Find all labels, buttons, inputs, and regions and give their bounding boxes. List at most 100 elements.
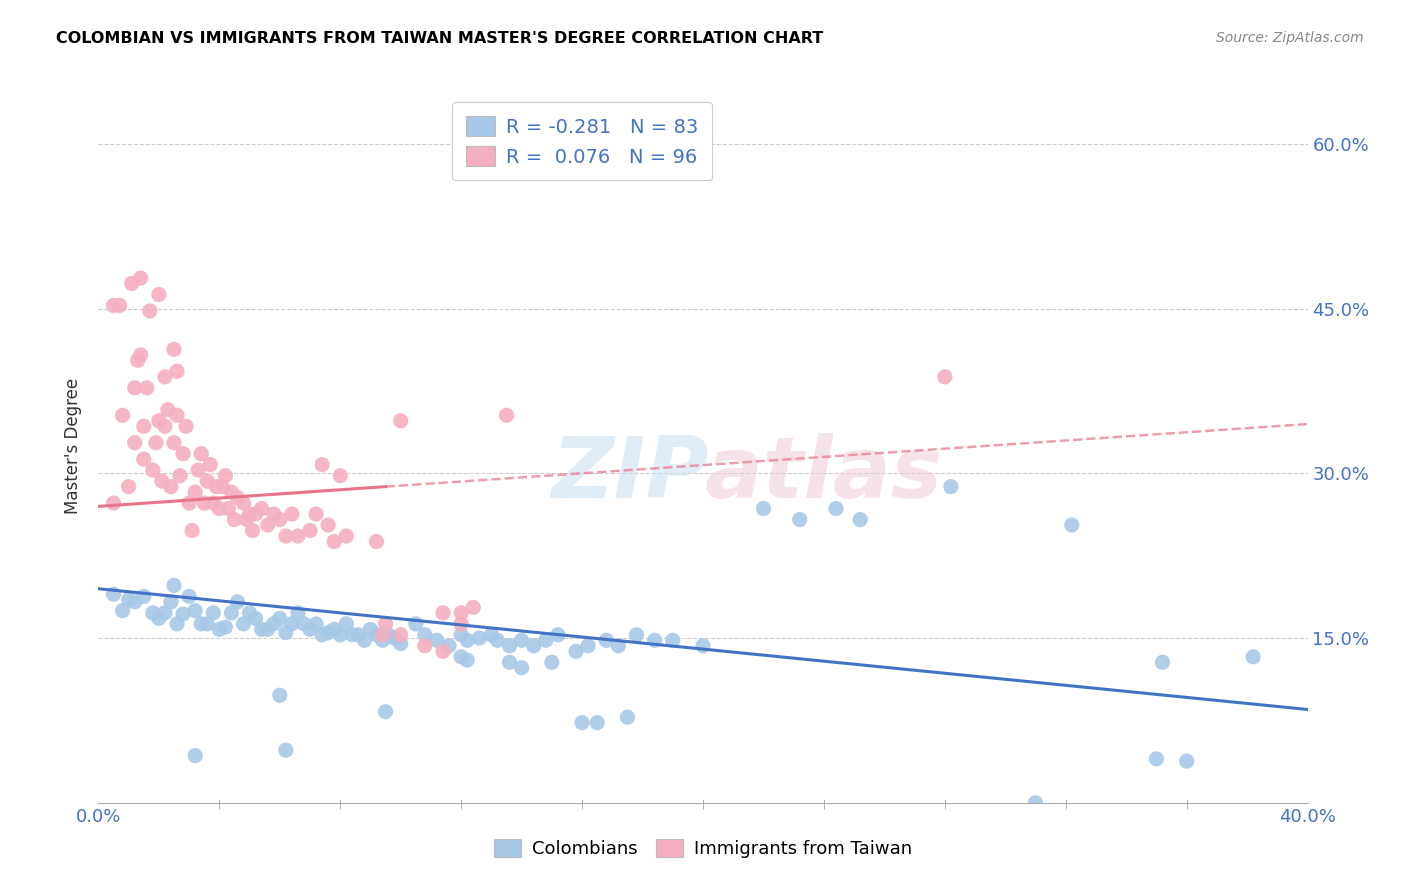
Point [160, 595, 183, 609]
Point [214, 620, 236, 634]
Point [108, 298, 131, 312]
Point [148, 414, 170, 428]
Point [217, 501, 239, 516]
Point [214, 468, 236, 483]
Point [335, 616, 357, 631]
Point [129, 348, 152, 362]
Point [571, 715, 593, 730]
Point [450, 649, 472, 664]
Point [456, 653, 478, 667]
Point [239, 507, 262, 521]
Point [124, 595, 146, 609]
Point [269, 688, 291, 702]
Point [939, 480, 962, 494]
Point [316, 625, 339, 640]
Point [426, 633, 449, 648]
Point [486, 633, 509, 648]
Text: ZIP: ZIP [551, 433, 709, 516]
Point [1152, 655, 1174, 669]
Text: COLOMBIAN VS IMMIGRANTS FROM TAIWAN MASTER'S DEGREE CORRELATION CHART: COLOMBIAN VS IMMIGRANTS FROM TAIWAN MAST… [56, 31, 824, 46]
Point [413, 639, 436, 653]
Point [132, 452, 155, 467]
Point [1175, 754, 1198, 768]
Point [200, 458, 222, 472]
Point [849, 512, 872, 526]
Point [616, 710, 638, 724]
Point [456, 633, 478, 648]
Point [163, 578, 186, 592]
Point [1144, 752, 1167, 766]
Point [148, 611, 170, 625]
Point [468, 631, 491, 645]
Point [166, 409, 188, 423]
Point [103, 587, 125, 601]
Point [163, 435, 186, 450]
Point [139, 304, 162, 318]
Point [384, 631, 406, 645]
Point [825, 501, 848, 516]
Point [450, 606, 472, 620]
Point [250, 501, 273, 516]
Point [692, 639, 714, 653]
Point [347, 628, 370, 642]
Point [644, 633, 666, 648]
Point [187, 463, 209, 477]
Point [360, 623, 382, 637]
Point [163, 343, 186, 357]
Point [195, 616, 218, 631]
Point [232, 496, 254, 510]
Point [342, 628, 364, 642]
Point [274, 529, 297, 543]
Point [323, 623, 346, 637]
Point [389, 637, 412, 651]
Point [221, 606, 243, 620]
Point [263, 507, 285, 521]
Point [498, 639, 520, 653]
Point [184, 485, 207, 500]
Point [299, 524, 322, 538]
Point [160, 480, 183, 494]
Point [172, 607, 194, 621]
Point [211, 480, 233, 494]
Point [166, 616, 188, 631]
Point [405, 616, 427, 631]
Point [142, 606, 165, 620]
Point [281, 507, 304, 521]
Point [256, 623, 278, 637]
Point [208, 501, 231, 516]
Point [432, 644, 454, 658]
Point [463, 600, 485, 615]
Point [269, 611, 291, 625]
Point [250, 623, 273, 637]
Point [934, 369, 956, 384]
Point [202, 496, 225, 510]
Point [221, 485, 243, 500]
Point [129, 271, 152, 285]
Point [371, 628, 394, 642]
Point [1060, 518, 1083, 533]
Point [377, 628, 399, 642]
Point [150, 474, 173, 488]
Point [172, 447, 194, 461]
Point [329, 628, 352, 642]
Point [299, 623, 322, 637]
Point [437, 639, 460, 653]
Point [174, 419, 197, 434]
Point [181, 524, 204, 538]
Point [148, 287, 170, 301]
Point [510, 633, 533, 648]
Point [269, 512, 291, 526]
Point [305, 616, 328, 631]
Point [323, 534, 346, 549]
Point [661, 633, 683, 648]
Point [153, 606, 176, 620]
Point [292, 616, 315, 631]
Point [353, 633, 375, 648]
Point [523, 639, 546, 653]
Point [305, 507, 328, 521]
Point [274, 743, 297, 757]
Point [366, 628, 388, 642]
Point [274, 625, 297, 640]
Point [145, 435, 167, 450]
Point [118, 480, 141, 494]
